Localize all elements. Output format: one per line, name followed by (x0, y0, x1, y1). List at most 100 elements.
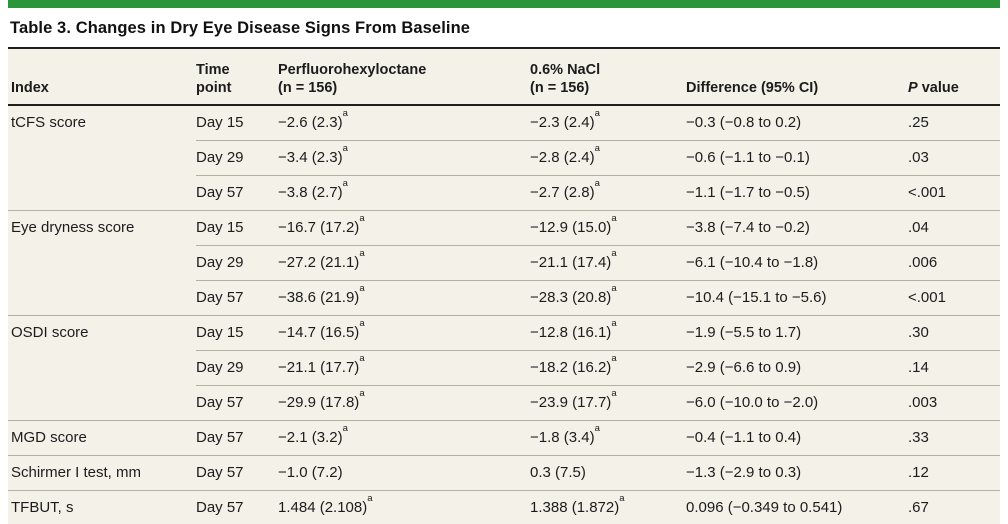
table-row: Day 57 −38.6 (21.9)a −28.3 (20.8)a −10.4 (−… (196, 280, 1000, 315)
group-rows: Day 57 1.484 (2.108)a 1.388 (1.872)a 0.096 … (196, 491, 1000, 524)
p-value-cell: .12 (908, 464, 929, 481)
time-point-cell: Day 15 (196, 114, 244, 131)
p-value-cell: .14 (908, 359, 929, 376)
footnote-a-marker: a (611, 353, 617, 364)
footnote-a-marker: a (594, 178, 600, 189)
footnote-a-marker: a (611, 318, 617, 329)
group-rows: Day 57 −2.1 (3.2)a −1.8 (3.4)a −0.4 (−1.1 t… (196, 421, 1000, 455)
p-value-cell: .33 (908, 429, 929, 446)
table-group: tCFS score Day 15 −2.6 (2.3)a −2.3 (2.4)a −0… (8, 106, 1000, 210)
column-header-nacl: 0.6% NaCl (n = 156) (530, 62, 601, 96)
table-row: Day 57 −2.1 (3.2)a −1.8 (3.4)a −0.4 (−1.1 t… (196, 421, 1000, 455)
time-point-cell: Day 57 (196, 394, 244, 411)
table-body: tCFS score Day 15 −2.6 (2.3)a −2.3 (2.4)a −0… (8, 106, 1000, 524)
time-point-cell: Day 29 (196, 254, 244, 271)
footnote-a-marker: a (619, 493, 625, 504)
difference-cell: −6.0 (−10.0 to −2.0) (686, 394, 819, 411)
footnote-a-marker: a (594, 143, 600, 154)
perfluorohexyloctane-cell: 1.484 (2.108)a (278, 493, 373, 516)
p-value-cell: .003 (908, 394, 938, 411)
column-header-p-value: P value (908, 79, 1000, 97)
table-group: Eye dryness score Day 15 −16.7 (17.2)a −12.… (8, 210, 1000, 315)
perfluorohexyloctane-cell: −3.8 (2.7)a (278, 178, 348, 201)
table-row: Day 29 −27.2 (21.1)a −21.1 (17.4)a −6.1 (−1… (196, 245, 1000, 280)
difference-cell: −1.1 (−1.7 to −0.5) (686, 184, 810, 201)
column-header-index: Index (11, 80, 49, 96)
table-row: Day 15 −14.7 (16.5)a −12.8 (16.1)a −1.9 (−5… (196, 316, 1000, 350)
p-value-cell: .03 (908, 149, 929, 166)
footnote-a-marker: a (342, 423, 348, 434)
footnote-a-marker: a (342, 108, 348, 119)
footnote-a-marker: a (359, 213, 365, 224)
table-header-row: Index Time point Perfluorohexyloctane (n… (8, 49, 1000, 106)
time-point-cell: Day 29 (196, 359, 244, 376)
p-value-cell: <.001 (908, 184, 946, 201)
difference-cell: −1.9 (−5.5 to 1.7) (686, 324, 802, 341)
group-rows: Day 57 −1.0 (7.2) 0.3 (7.5) −1.3 (−2.9 to 0… (196, 456, 1000, 490)
difference-cell: −10.4 (−15.1 to −5.6) (686, 289, 827, 306)
footnote-a-marker: a (611, 213, 617, 224)
time-point-cell: Day 15 (196, 219, 244, 236)
perfluorohexyloctane-cell: −2.6 (2.3)a (278, 108, 348, 131)
time-point-cell: Day 57 (196, 464, 244, 481)
perfluorohexyloctane-cell: −2.1 (3.2)a (278, 423, 348, 446)
nacl-cell: 1.388 (1.872)a (530, 493, 625, 516)
table-group: MGD score Day 57 −2.1 (3.2)a −1.8 (3.4)a −0.… (8, 420, 1000, 455)
footnote-a-marker: a (611, 248, 617, 259)
table-title: Table 3. Changes in Dry Eye Disease Sign… (8, 8, 1000, 49)
time-point-cell: Day 57 (196, 289, 244, 306)
difference-cell: −2.9 (−6.6 to 0.9) (686, 359, 802, 376)
table-row: Day 29 −21.1 (17.7)a −18.2 (16.2)a −2.9 (−6… (196, 350, 1000, 385)
index-cell: MGD score (11, 429, 87, 446)
footnote-a-marker: a (359, 248, 365, 259)
table-group: OSDI score Day 15 −14.7 (16.5)a −12.8 (16.1… (8, 315, 1000, 420)
time-point-cell: Day 57 (196, 499, 244, 516)
nacl-cell: −12.9 (15.0)a (530, 213, 617, 236)
p-value-cell: .04 (908, 219, 929, 236)
nacl-cell: 0.3 (7.5) (530, 464, 586, 481)
index-cell: TFBUT, s (11, 499, 74, 516)
nacl-cell: −2.7 (2.8)a (530, 178, 600, 201)
column-header-perfluorohexyloctane: Perfluorohexyloctane (n = 156) (278, 62, 427, 96)
table-row: Day 57 1.484 (2.108)a 1.388 (1.872)a 0.096 … (196, 491, 1000, 524)
group-rows: Day 15 −16.7 (17.2)a −12.9 (15.0)a −3.8 (−7… (196, 211, 1000, 315)
table-row: Day 57 −3.8 (2.7)a −2.7 (2.8)a −1.1 (−1.7 t… (196, 175, 1000, 210)
footnote-a-marker: a (611, 283, 617, 294)
nacl-cell: −21.1 (17.4)a (530, 248, 617, 271)
difference-cell: −0.3 (−0.8 to 0.2) (686, 114, 802, 131)
table-row: Day 57 −1.0 (7.2) 0.3 (7.5) −1.3 (−2.9 to 0… (196, 456, 1000, 490)
nacl-cell: −12.8 (16.1)a (530, 318, 617, 341)
index-cell: OSDI score (11, 324, 89, 341)
footnote-a-marker: a (359, 353, 365, 364)
perfluorohexyloctane-cell: −29.9 (17.8)a (278, 388, 365, 411)
perfluorohexyloctane-cell: −3.4 (2.3)a (278, 143, 348, 166)
difference-cell: −6.1 (−10.4 to −1.8) (686, 254, 819, 271)
time-point-cell: Day 29 (196, 149, 244, 166)
table-accent-bar (8, 0, 1000, 8)
table-row: Day 57 −29.9 (17.8)a −23.9 (17.7)a −6.0 (−1… (196, 385, 1000, 420)
perfluorohexyloctane-cell: −21.1 (17.7)a (278, 353, 365, 376)
p-value-cell: .25 (908, 114, 929, 131)
footnote-a-marker: a (342, 143, 348, 154)
time-point-cell: Day 15 (196, 324, 244, 341)
p-value-cell: .67 (908, 499, 929, 516)
column-header-difference: Difference (95% CI) (686, 80, 819, 96)
group-rows: Day 15 −14.7 (16.5)a −12.8 (16.1)a −1.9 (−5… (196, 316, 1000, 420)
p-value-cell: .30 (908, 324, 929, 341)
nacl-cell: −2.3 (2.4)a (530, 108, 600, 131)
column-header-time-point: Time point (196, 62, 232, 96)
p-value-italic-p: P (908, 80, 918, 96)
p-value-cell: .006 (908, 254, 938, 271)
perfluorohexyloctane-cell: −14.7 (16.5)a (278, 318, 365, 341)
perfluorohexyloctane-cell: −27.2 (21.1)a (278, 248, 365, 271)
footnote-a-marker: a (359, 388, 365, 399)
nacl-cell: −23.9 (17.7)a (530, 388, 617, 411)
index-cell: Eye dryness score (11, 219, 135, 236)
group-rows: Day 15 −2.6 (2.3)a −2.3 (2.4)a −0.3 (−0.8 t… (196, 106, 1000, 210)
time-point-cell: Day 57 (196, 429, 244, 446)
footnote-a-marker: a (594, 423, 600, 434)
table-row: Day 15 −16.7 (17.2)a −12.9 (15.0)a −3.8 (−7… (196, 211, 1000, 245)
difference-cell: −3.8 (−7.4 to −0.2) (686, 219, 810, 236)
time-point-cell: Day 57 (196, 184, 244, 201)
